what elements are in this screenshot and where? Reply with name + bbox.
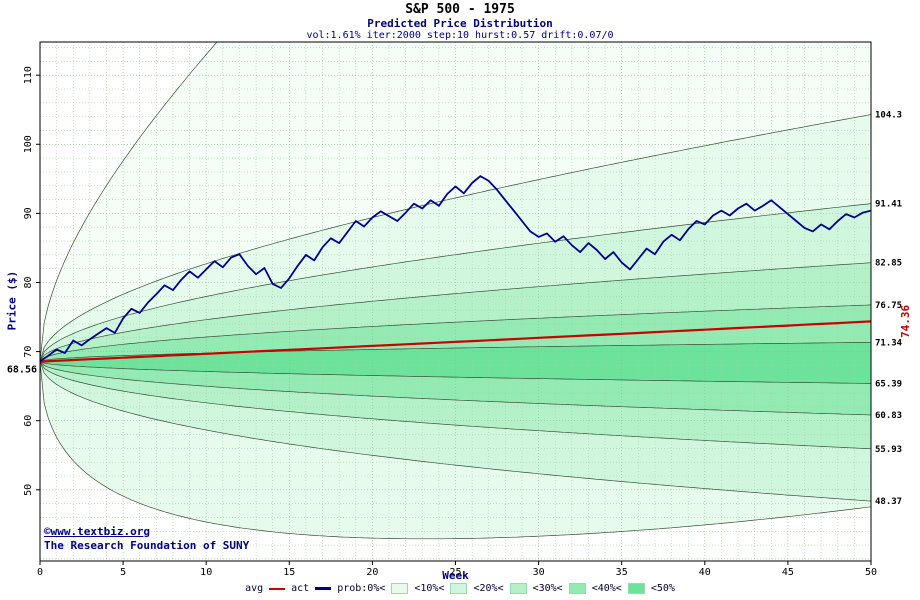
legend-prob-label-30: <30%< [532, 583, 563, 594]
svg-text:40: 40 [699, 567, 711, 578]
prob-band-swatch-50 [627, 583, 645, 594]
svg-text:50: 50 [23, 484, 34, 496]
svg-text:5: 5 [120, 567, 126, 578]
chart-subtitle: Predicted Price Distribution [367, 17, 553, 30]
svg-text:50: 50 [865, 567, 877, 578]
legend-avg-label: avg [245, 583, 264, 594]
svg-text:76.75: 76.75 [875, 301, 902, 311]
svg-text:20: 20 [366, 567, 378, 578]
x-axis-ticks: 0 5 10 15 20 25 30 35 40 45 50 [37, 561, 877, 578]
chart-legend: avg act prob:0%< <10%< <20%< <30%< <40%< <50% [0, 583, 920, 594]
legend-prob-label-50: <50% [650, 583, 675, 594]
svg-text:30: 30 [533, 567, 545, 578]
svg-text:91.41: 91.41 [875, 200, 902, 210]
quantile-end-labels: 104.3 91.41 82.85 76.75 71.34 65.39 60.83 55.93… [875, 111, 903, 508]
svg-text:10: 10 [200, 567, 212, 578]
avg-line [40, 320, 871, 363]
legend-prob-label-10: <10%< [414, 583, 445, 594]
prob-band-swatch-30 [509, 583, 527, 594]
legend-prob-label-0: prob:0%< [337, 583, 386, 594]
svg-text:35: 35 [616, 567, 628, 578]
avg-end-label: 74.36 [899, 305, 912, 338]
svg-text:71.34: 71.34 [875, 338, 903, 348]
legend-prob-label-20: <20%< [473, 583, 504, 594]
svg-text:60.83: 60.83 [875, 411, 902, 421]
svg-text:60: 60 [23, 415, 34, 427]
svg-text:82.85: 82.85 [875, 259, 902, 269]
y-axis-ticks: 50 60 70 80 90 100 110 [23, 66, 40, 496]
svg-text:48.37: 48.37 [875, 497, 902, 507]
svg-text:100: 100 [23, 135, 34, 153]
svg-text:80: 80 [23, 276, 34, 288]
legend-act-label: act [291, 583, 310, 594]
act-line-swatch [315, 587, 332, 590]
svg-text:70: 70 [23, 346, 34, 358]
y-axis-label: Price ($) [5, 270, 19, 331]
svg-text:25: 25 [449, 567, 461, 578]
svg-text:104.3: 104.3 [875, 111, 902, 121]
prob-band-swatch-40 [568, 583, 586, 594]
watermark-link[interactable]: ©www.textbiz.org [44, 525, 150, 538]
page-title: S&P 500 - 1975 [405, 2, 515, 17]
svg-text:90: 90 [23, 207, 34, 219]
svg-text:0: 0 [37, 567, 43, 578]
legend-prob-label-40: <40%< [591, 583, 622, 594]
watermark-org: The Research Foundation of SUNY [44, 539, 250, 552]
svg-text:45: 45 [782, 567, 794, 578]
svg-text:65.39: 65.39 [875, 379, 902, 389]
svg-text:110: 110 [23, 66, 34, 84]
actual-price-line [40, 175, 871, 363]
svg-text:55.93: 55.93 [875, 445, 902, 455]
gridlines [40, 42, 871, 561]
prob-band-swatch-20 [450, 583, 468, 594]
simulation-params: vol:1.61% iter:2000 step:10 hurst:0.57 d… [306, 30, 614, 41]
avg-line-swatch [269, 587, 286, 590]
start-price-label: 68.56 [7, 365, 37, 376]
svg-text:15: 15 [283, 567, 295, 578]
quantile-curves [40, 42, 871, 540]
x-axis-label: Week [442, 569, 469, 582]
prob-band-swatch-10 [391, 583, 409, 594]
